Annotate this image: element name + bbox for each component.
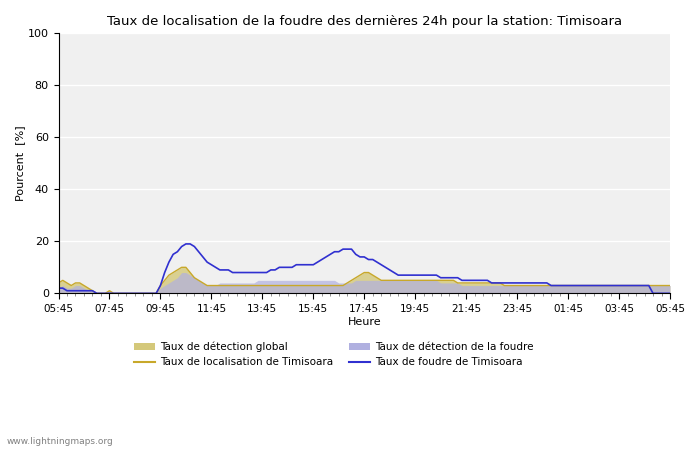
- Text: www.lightningmaps.org: www.lightningmaps.org: [7, 436, 113, 446]
- Legend: Taux de détection global, Taux de localisation de Timisoara, Taux de détection d: Taux de détection global, Taux de locali…: [130, 338, 538, 371]
- X-axis label: Heure: Heure: [347, 316, 381, 327]
- Y-axis label: Pourcent  [%]: Pourcent [%]: [15, 126, 25, 201]
- Title: Taux de localisation de la foudre des dernières 24h pour la station: Timisoara: Taux de localisation de la foudre des de…: [106, 15, 622, 28]
